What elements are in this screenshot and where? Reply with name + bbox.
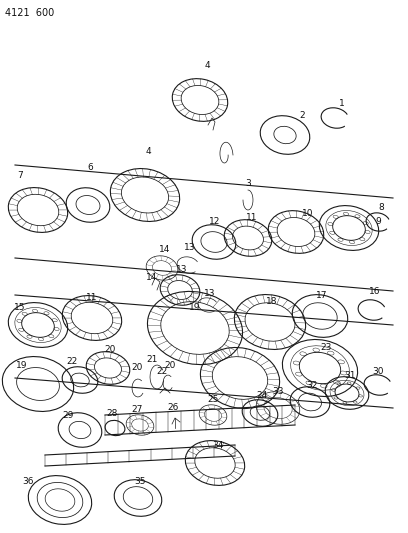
Text: 31: 31 xyxy=(344,372,356,381)
Text: 3: 3 xyxy=(245,179,251,188)
Text: 36: 36 xyxy=(22,478,34,487)
Text: 32: 32 xyxy=(306,381,318,390)
Text: 4: 4 xyxy=(145,148,151,157)
Text: 11: 11 xyxy=(86,294,98,303)
Text: 4121  600: 4121 600 xyxy=(5,8,54,18)
Text: 20: 20 xyxy=(104,345,116,354)
Text: 12: 12 xyxy=(209,217,221,227)
Text: 13: 13 xyxy=(204,288,216,297)
Text: 18: 18 xyxy=(266,297,278,306)
Text: 19: 19 xyxy=(189,303,201,312)
Text: 26: 26 xyxy=(167,402,179,411)
Text: 2: 2 xyxy=(299,110,305,119)
Text: 14: 14 xyxy=(159,246,171,254)
Text: 20: 20 xyxy=(164,360,176,369)
Text: 27: 27 xyxy=(131,406,143,415)
Text: 16: 16 xyxy=(369,287,381,296)
Text: 35: 35 xyxy=(134,478,146,487)
Text: 23: 23 xyxy=(320,343,332,352)
Text: 6: 6 xyxy=(87,164,93,173)
Text: 20: 20 xyxy=(131,364,143,373)
Text: 14: 14 xyxy=(146,273,157,282)
Text: 22: 22 xyxy=(67,358,78,367)
Text: 34: 34 xyxy=(212,440,224,449)
Text: 1: 1 xyxy=(339,99,345,108)
Text: 13: 13 xyxy=(184,244,196,253)
Text: 10: 10 xyxy=(302,208,314,217)
Text: 30: 30 xyxy=(372,367,384,376)
Text: 8: 8 xyxy=(378,203,384,212)
Text: 28: 28 xyxy=(106,408,118,417)
Text: 21: 21 xyxy=(146,356,157,365)
Text: 29: 29 xyxy=(62,410,74,419)
Text: 22: 22 xyxy=(156,367,168,376)
Text: 13: 13 xyxy=(176,265,188,274)
Text: 9: 9 xyxy=(375,217,381,227)
Text: 11: 11 xyxy=(246,214,258,222)
Text: 15: 15 xyxy=(14,303,26,311)
Text: 33: 33 xyxy=(272,387,284,397)
Text: 17: 17 xyxy=(316,292,328,301)
Text: 4: 4 xyxy=(204,61,210,69)
Text: 25: 25 xyxy=(207,395,219,405)
Text: 7: 7 xyxy=(17,171,23,180)
Text: 19: 19 xyxy=(16,360,28,369)
Text: 24: 24 xyxy=(256,392,268,400)
